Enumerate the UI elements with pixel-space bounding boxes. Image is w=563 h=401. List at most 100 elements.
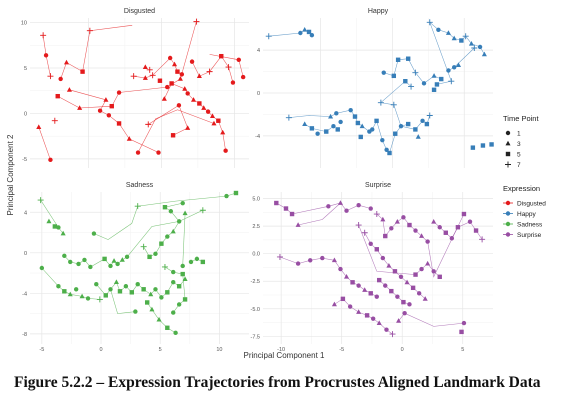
legend-label: Surprise	[517, 232, 542, 239]
panel-surprise: -10 -5 0 5 -7.5 -5.0 -2.5 0.0 2.5 5.0 Surprise	[251, 182, 493, 353]
data-point	[79, 293, 85, 299]
data-point	[180, 200, 185, 206]
data-point	[285, 114, 292, 121]
data-point	[40, 32, 47, 39]
panel-grid: -5 0 5 10	[21, 18, 249, 168]
data-point	[126, 136, 132, 141]
data-point	[169, 81, 174, 86]
data-point	[230, 80, 236, 85]
trajectory-line	[146, 302, 176, 334]
data-point	[153, 287, 158, 292]
y-tick-label: 4	[257, 48, 260, 54]
data-point	[374, 294, 379, 299]
data-point	[481, 51, 487, 57]
data-point	[407, 302, 412, 307]
data-point	[436, 27, 441, 32]
y-tick-label: -8	[22, 332, 27, 338]
data-point	[77, 105, 83, 110]
data-point	[489, 142, 494, 147]
y-tick-label: 5.0	[252, 197, 260, 203]
data-point	[165, 84, 170, 90]
data-point	[386, 263, 392, 268]
data-point	[142, 75, 148, 80]
trajectory-line	[334, 298, 393, 335]
data-point	[374, 118, 379, 124]
data-points	[37, 190, 239, 336]
data-point	[383, 233, 388, 239]
data-point	[96, 296, 103, 303]
data-points	[274, 200, 486, 338]
data-point	[355, 222, 362, 229]
data-point	[425, 239, 430, 244]
data-point	[408, 83, 415, 90]
trajectory-line	[143, 202, 183, 258]
y-tick-label: -4	[255, 134, 260, 140]
panel-grid: -5 0 5 10 -8 -4 0 4	[22, 192, 249, 353]
data-point	[67, 291, 73, 297]
legend-label: 1	[517, 131, 521, 138]
data-point	[236, 57, 241, 63]
data-point	[157, 78, 163, 83]
data-point	[43, 53, 49, 58]
data-point	[422, 296, 428, 301]
data-point	[56, 284, 61, 289]
y-tick-label: 0	[24, 111, 27, 117]
data-point	[176, 103, 182, 108]
data-point	[449, 236, 455, 241]
data-point	[364, 313, 370, 318]
data-point	[393, 131, 398, 136]
data-point	[177, 76, 183, 81]
data-point	[370, 127, 375, 132]
data-point	[103, 293, 108, 298]
legend-title: Time Point	[503, 114, 539, 123]
data-point	[206, 68, 213, 75]
data-point	[240, 74, 246, 80]
data-point	[331, 124, 336, 129]
data-point	[443, 230, 448, 235]
data-point	[419, 233, 425, 238]
data-point	[362, 287, 368, 292]
data-point	[326, 204, 331, 209]
panel-grid: -4 0 4	[255, 18, 493, 168]
data-point	[355, 120, 361, 126]
data-point	[46, 218, 52, 224]
data-point	[459, 38, 464, 43]
data-point	[398, 124, 404, 129]
data-point	[182, 210, 188, 216]
data-point	[434, 82, 440, 87]
trajectory-line	[191, 55, 234, 83]
data-point	[377, 99, 384, 106]
data-point	[176, 302, 182, 307]
legend-key-square	[505, 151, 511, 157]
data-point	[116, 121, 122, 126]
trajectory-lines	[268, 22, 485, 154]
x-tick-label: -5	[339, 347, 344, 353]
legend-label: 5	[517, 152, 521, 159]
data-point	[123, 284, 129, 289]
data-point	[276, 253, 283, 260]
y-tick-label: 0	[24, 251, 27, 257]
data-point	[334, 111, 339, 116]
data-point	[47, 73, 54, 80]
data-point	[52, 224, 58, 229]
data-point	[412, 69, 419, 76]
data-point	[159, 295, 164, 300]
data-point	[274, 200, 279, 206]
data-point	[356, 283, 361, 288]
legend-key-dot	[505, 221, 511, 227]
data-point	[461, 320, 467, 326]
data-point	[265, 33, 272, 40]
data-point	[337, 200, 344, 205]
trajectory-line	[429, 22, 485, 55]
data-point	[55, 93, 60, 99]
data-point	[56, 225, 61, 230]
data-point	[370, 316, 376, 321]
data-point	[392, 269, 398, 274]
data-point	[211, 120, 217, 126]
y-tick-label: 4	[24, 210, 27, 216]
data-point	[185, 91, 190, 96]
data-point	[358, 134, 363, 140]
data-point	[39, 265, 45, 271]
data-point	[80, 69, 85, 74]
data-point	[426, 112, 433, 119]
